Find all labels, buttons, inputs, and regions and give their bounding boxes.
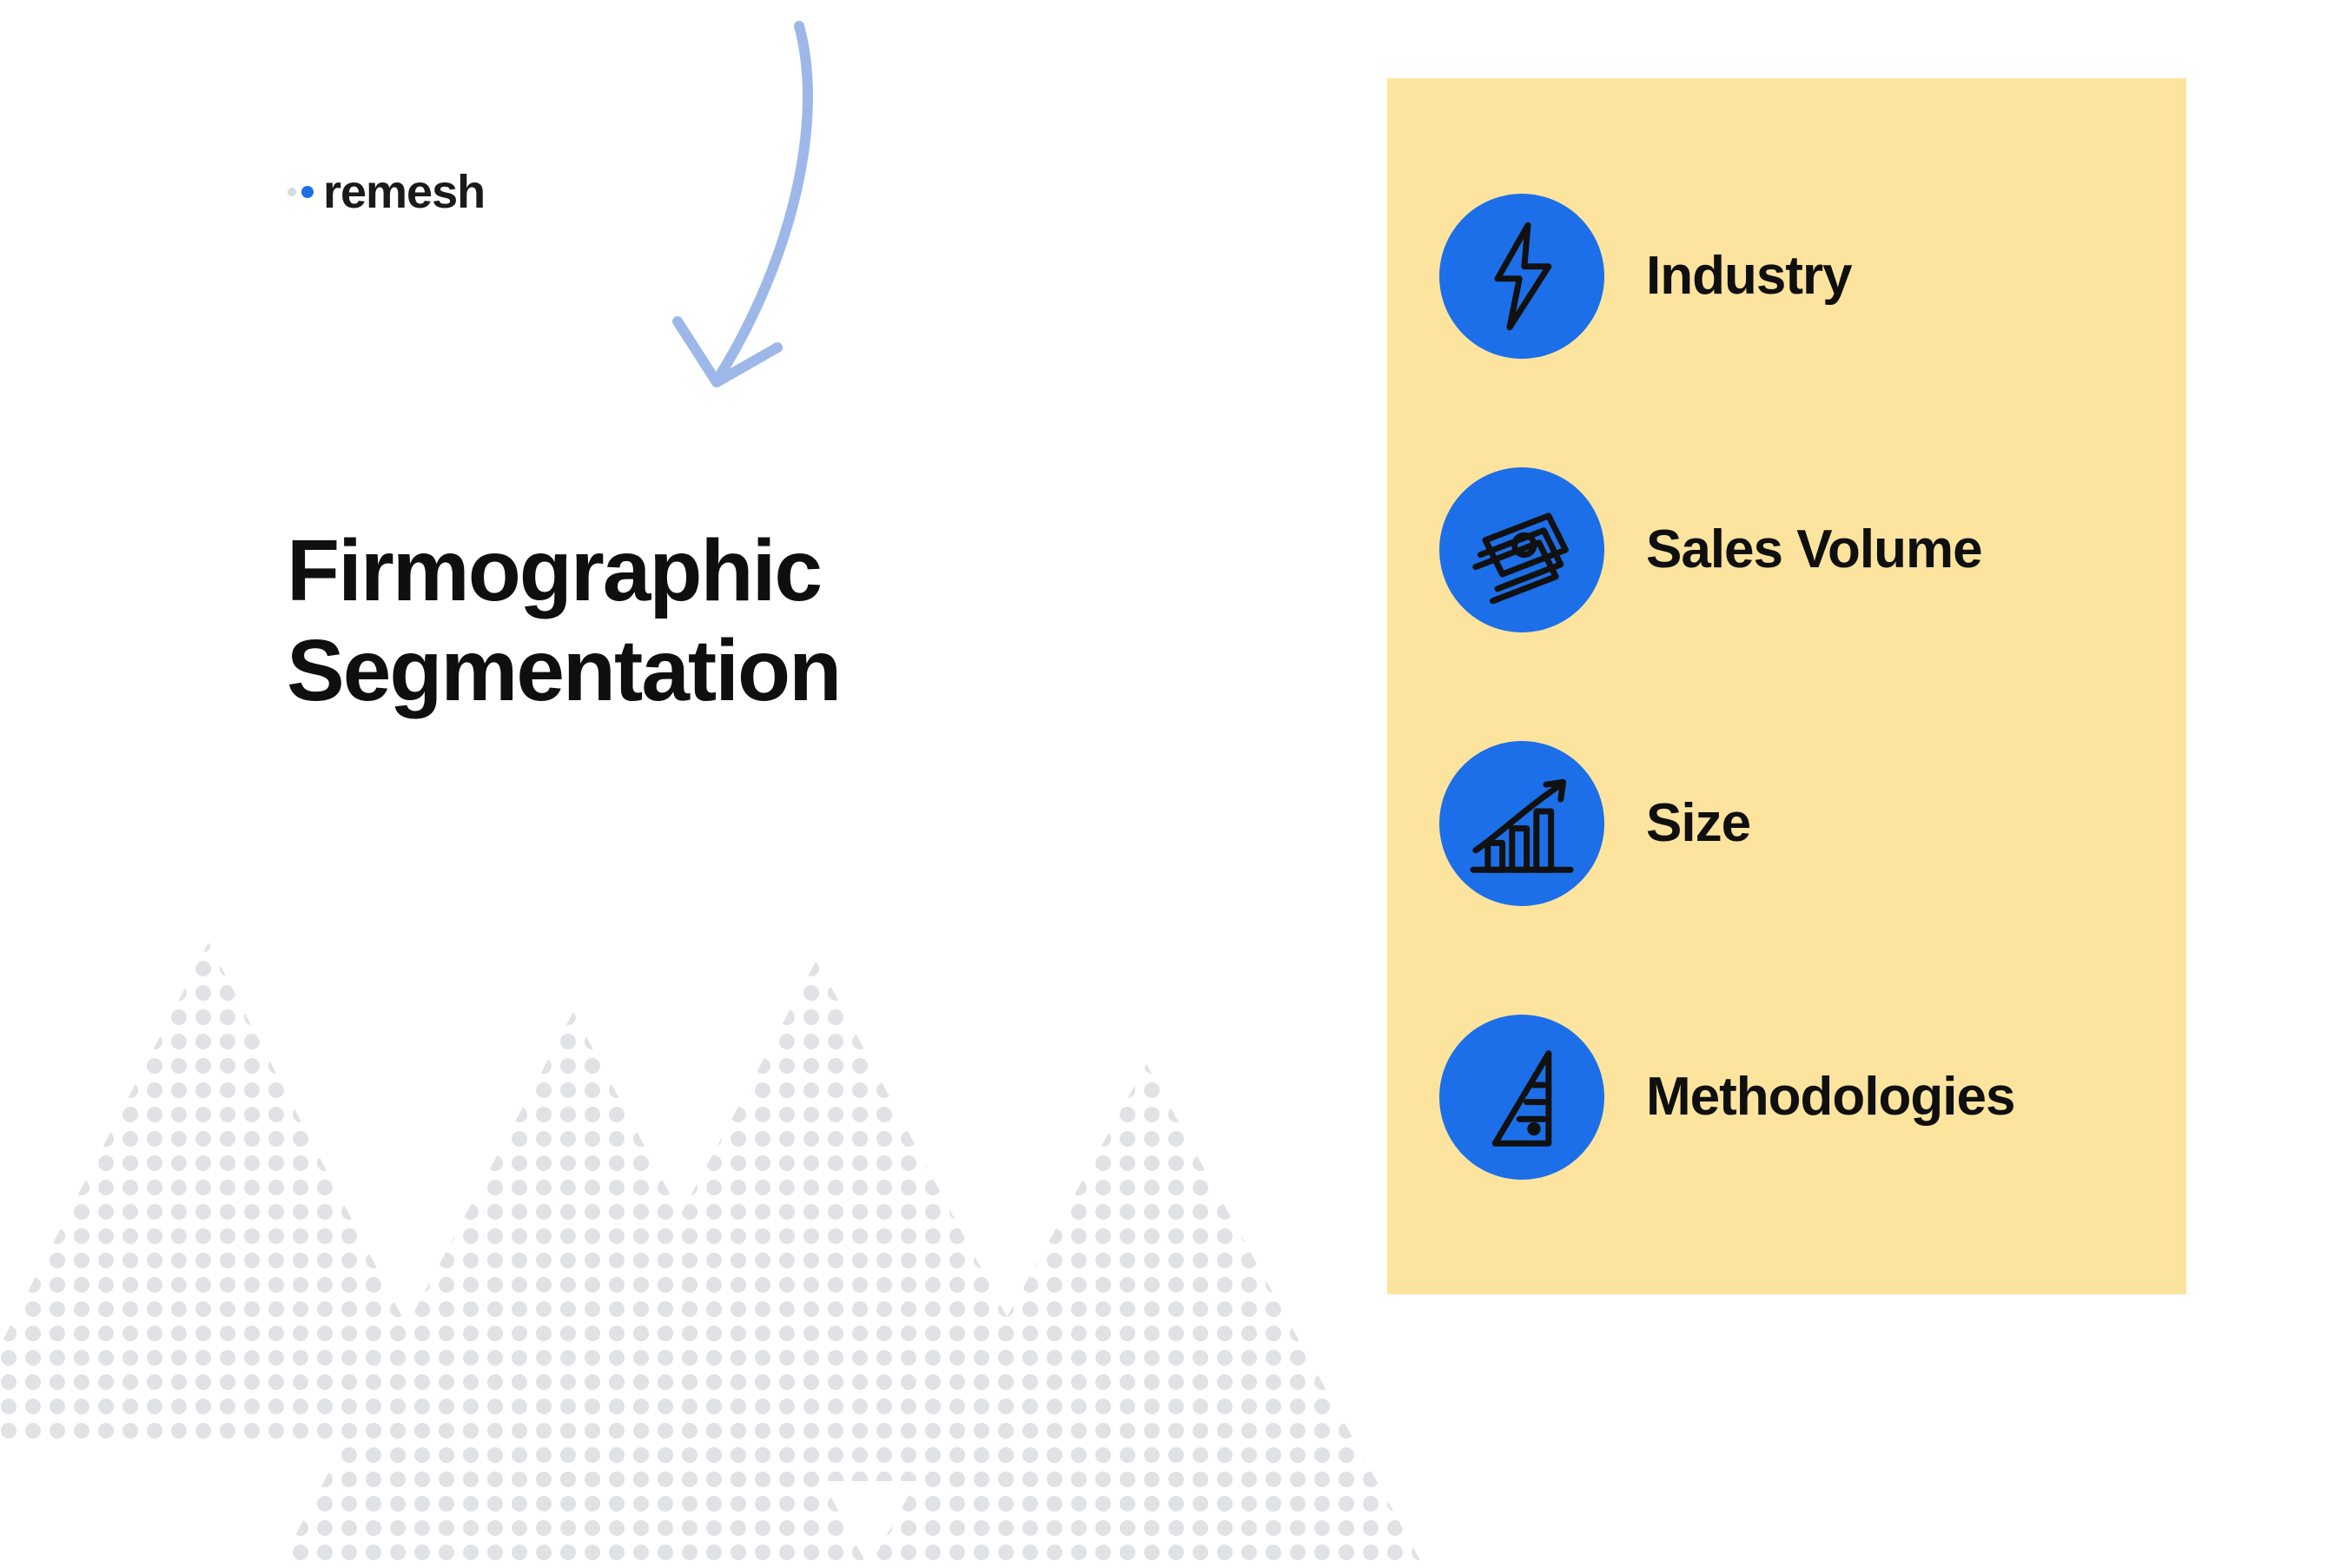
page-title: Firmographic Segmentation	[287, 521, 840, 721]
growth-chart-icon	[1461, 763, 1583, 884]
pointer-arrow	[625, 17, 851, 434]
ruler-icon	[1461, 1036, 1583, 1158]
background-triangles	[0, 786, 1425, 1568]
logo-dots-svg	[287, 183, 316, 201]
feature-label: Industry	[1646, 245, 1852, 307]
icon-circle	[1439, 194, 1604, 359]
title-line-2: Segmentation	[287, 622, 840, 719]
feature-item-methodologies: Methodologies	[1439, 1015, 2134, 1180]
icon-circle	[1439, 467, 1604, 632]
icon-circle	[1439, 1015, 1604, 1180]
icon-circle	[1439, 741, 1604, 906]
feature-item-sales-volume: Sales Volume	[1439, 467, 2134, 632]
feature-label: Sales Volume	[1646, 519, 1982, 580]
title-line-1: Firmographic	[287, 522, 821, 619]
arrow-svg	[625, 17, 851, 434]
bolt-icon	[1461, 215, 1583, 337]
logo-dot-small	[288, 188, 296, 196]
logo-dots	[287, 183, 316, 201]
feature-label: Methodologies	[1646, 1066, 2014, 1128]
feature-item-industry: Industry	[1439, 194, 2134, 359]
logo-text: remesh	[323, 165, 485, 219]
feature-label: Size	[1646, 792, 1750, 854]
feature-panel: Industry Sales Volume	[1387, 78, 2186, 1294]
brand-logo: remesh	[287, 165, 485, 219]
feature-item-size: Size	[1439, 741, 2134, 906]
cash-icon	[1461, 489, 1583, 611]
logo-dot-large	[301, 186, 314, 198]
